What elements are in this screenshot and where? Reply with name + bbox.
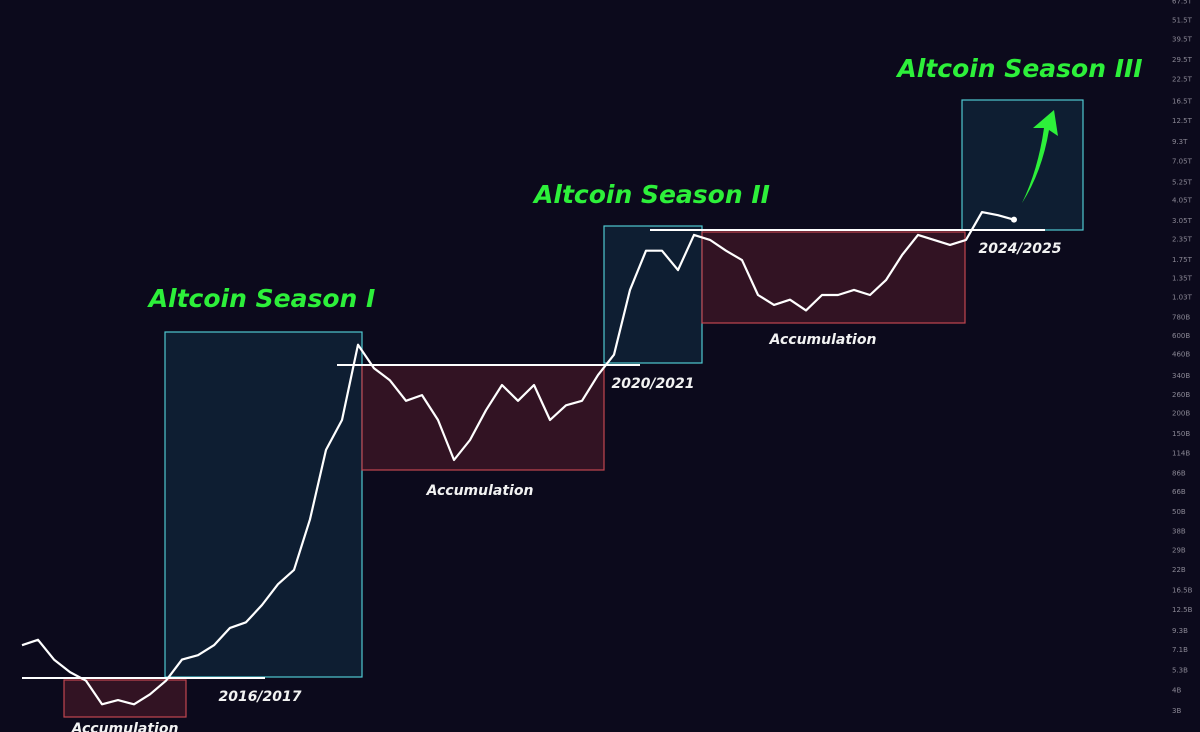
cycle-boxes [63,99,1084,718]
y-tick-label: 3.05T [1172,217,1193,225]
season-box [961,99,1084,231]
season-label: Altcoin Season II [532,180,770,209]
y-tick-label: 460B [1172,351,1190,359]
y-tick-label: 7.05T [1172,157,1193,165]
breakout-lines [22,229,1045,679]
annotation: 2016/2017 [218,689,301,705]
annotation: Accumulation [426,483,534,499]
annotation: 2024/2025 [978,241,1061,257]
y-tick-label: 2.35T [1172,235,1193,243]
season-label: Altcoin Season III [895,54,1142,83]
y-tick-label: 4.05T [1172,197,1193,205]
y-tick-label: 29.5T [1172,56,1193,64]
y-tick-label: 22.5T [1172,75,1193,83]
y-tick-label: 16.5T [1172,97,1193,105]
y-tick-label: 1.03T [1172,294,1193,302]
y-tick-label: 22B [1172,566,1186,574]
y-tick-label: 16.5B [1172,586,1193,594]
price-line [21,211,1015,706]
y-tick-label: 7.1B [1172,646,1188,654]
y-tick-label: 9.3T [1172,138,1188,146]
y-tick-label: 67.5T [1172,0,1193,6]
y-tick-label: 86B [1172,469,1186,477]
annotation: Accumulation [71,721,179,732]
annotation: 2020/2021 [611,376,694,392]
season-label: Altcoin Season I [147,284,376,313]
y-tick-label: 51.5T [1172,17,1193,25]
y-tick-label: 4B [1172,687,1181,695]
season-box [164,331,363,678]
y-tick-label: 200B [1172,410,1190,418]
y-tick-label: 29B [1172,546,1186,554]
y-tick-label: 1.75T [1172,256,1193,264]
accumulation-box [701,231,966,324]
y-tick-label: 3B [1172,707,1181,715]
last-point [1011,216,1017,223]
y-tick-label: 114B [1172,449,1190,457]
y-tick-label: 1.35T [1172,275,1193,283]
accumulation-box [63,679,187,718]
y-tick-label: 780B [1172,313,1190,321]
y-tick-label: 5.3B [1172,667,1188,675]
y-tick-label: 9.3B [1172,627,1188,635]
y-tick-label: 150B [1172,430,1190,438]
y-tick-label: 12.5T [1172,117,1193,125]
y-tick-label: 12.5B [1172,606,1193,614]
y-tick-label: 50B [1172,508,1186,516]
annotation: Accumulation [769,332,877,348]
y-tick-label: 5.25T [1172,178,1193,186]
y-tick-label: 39.5T [1172,35,1193,43]
y-tick-label: 340B [1172,372,1190,380]
up-arrow [1022,110,1058,203]
y-tick-label: 66B [1172,488,1186,496]
y-tick-label: 38B [1172,527,1186,535]
y-tick-label: 260B [1172,391,1190,399]
season-box [603,225,703,364]
y-tick-label: 600B [1172,332,1190,340]
